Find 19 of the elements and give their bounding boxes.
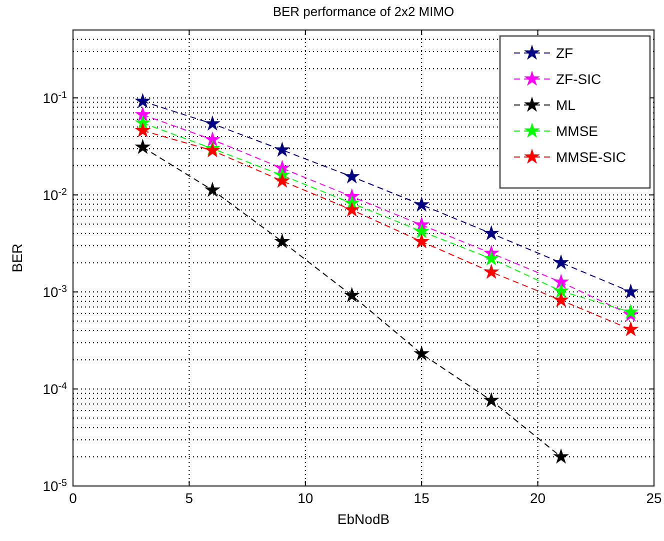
legend-label: ZF [556, 45, 574, 61]
x-tick-label: 5 [185, 490, 194, 506]
legend-label: MMSE-SIC [556, 149, 626, 165]
y-tick-label: 10$^{-2}$ [42, 186, 67, 203]
x-tick-label: 25 [646, 490, 662, 506]
chart-title: BER performance of 2x2 MIMO [272, 4, 454, 19]
x-tick-label: 20 [530, 490, 546, 506]
y-tick-label: 10$^{-1}$ [42, 89, 67, 106]
x-tick-label: 0 [69, 490, 78, 506]
x-tick-label: 15 [414, 490, 430, 506]
x-tick-label: 10 [298, 490, 314, 506]
y-tick-label: 10$^{-3}$ [42, 283, 68, 300]
x-axis-title: EbNodB [337, 511, 390, 527]
y-axis-title: BER [9, 244, 25, 272]
y-tick-label: 10$^{-4}$ [42, 380, 68, 397]
legend-label: ZF-SIC [556, 71, 602, 87]
y-tick-label: 10$^{-5}$ [42, 478, 68, 494]
legend-label: MMSE [556, 123, 598, 139]
legend-label: ML [556, 97, 576, 113]
